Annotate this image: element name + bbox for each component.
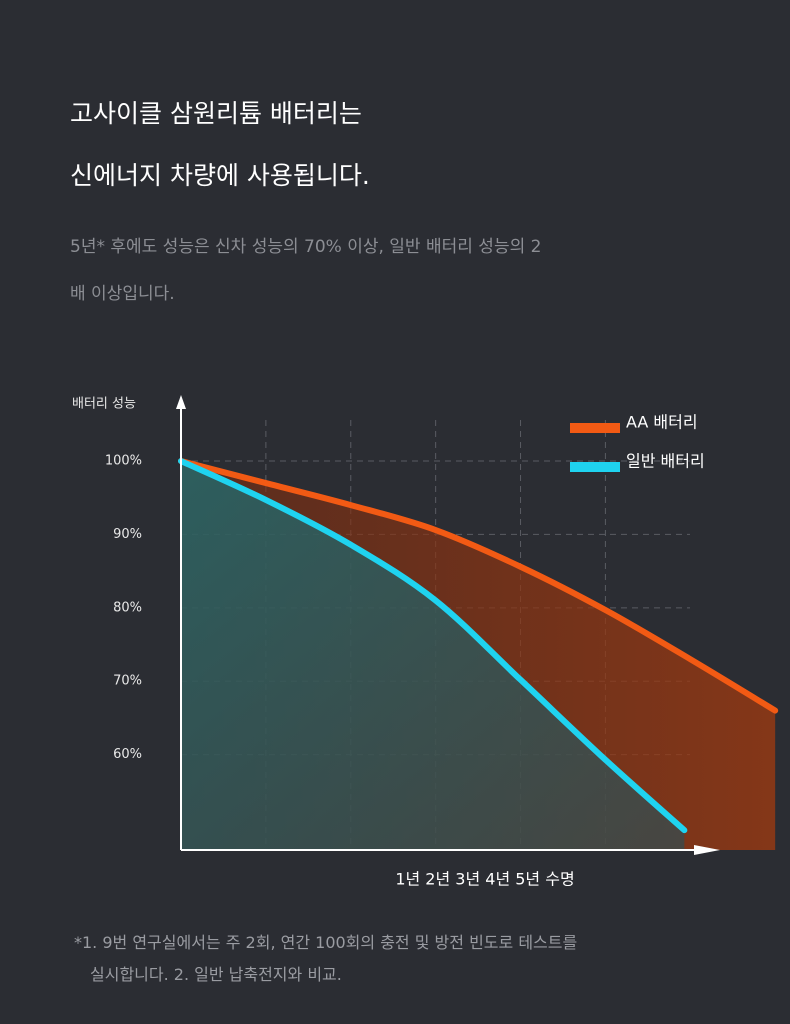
footnote-line: *1. 9번 연구실에서는 주 2회, 연간 100회의 충전 및 방전 빈도로…	[74, 933, 578, 952]
y-tick-label: 90%	[113, 527, 142, 542]
legend-swatch	[570, 462, 620, 472]
y-tick-label: 80%	[113, 600, 142, 615]
y-tick-label: 70%	[113, 674, 142, 689]
title-line: 신에너지 차량에 사용됩니다.	[70, 161, 370, 190]
area	[181, 461, 685, 850]
subtitle-line: 5년* 후에도 성능은 신차 성능의 70% 이상, 일반 배터리 성능의 2	[70, 237, 542, 257]
x-axis-arrow	[694, 845, 720, 855]
y-axis-arrow	[176, 395, 186, 409]
y-axis-label: 배터리 성능	[72, 397, 136, 412]
legend-swatch	[570, 423, 620, 433]
legend-label: AA 배터리	[626, 413, 698, 432]
footnote-line: 실시합니다. 2. 일반 납축전지와 비교.	[90, 965, 342, 984]
subtitle-line: 배 이상입니다.	[70, 284, 175, 304]
line	[178, 458, 779, 714]
y-tick-label: 100%	[105, 454, 142, 469]
x-axis-label: 1년 2년 3년 4년 5년 수명	[395, 870, 574, 889]
y-tick-label: 60%	[113, 747, 142, 762]
line	[178, 458, 688, 834]
title-line: 고사이클 삼원리튬 배터리는	[70, 99, 362, 128]
legend-label: 일반 배터리	[626, 452, 705, 471]
